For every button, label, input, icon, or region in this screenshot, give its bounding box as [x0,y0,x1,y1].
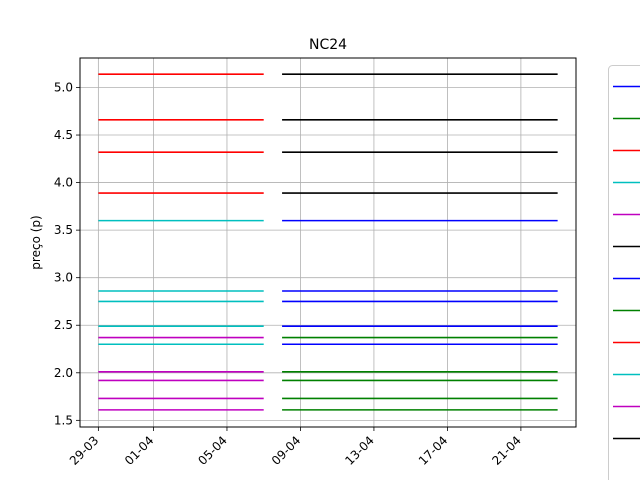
x-axis: 29-03 01-04 05-04 09-04 13-04 17-04 21-04 [67,427,524,468]
y-tick-label: 3.5 [54,223,73,237]
x-tick-label: 05-04 [195,433,230,468]
y-axis: 1.5 2.0 2.5 3.0 3.5 4.0 4.5 5.0 [54,80,80,427]
plot-frame [79,57,577,428]
chart-title: NC24 [309,37,347,53]
y-tick-label: 4.0 [54,176,73,190]
y-tick-label: 5.0 [54,80,73,94]
x-tick-label: 29-03 [67,433,102,468]
x-tick-label: 09-04 [269,433,304,468]
y-axis-label: preço (p) [29,215,43,269]
legend-box [608,65,640,480]
y-tick-label: 2.5 [54,318,73,332]
legend [608,65,640,480]
y-tick-label: 1.5 [54,413,73,427]
x-tick-label: 13-04 [342,433,377,468]
y-tick-label: 4.5 [54,128,73,142]
y-tick-label: 2.0 [54,366,73,380]
y-tick-label: 3.0 [54,271,73,285]
series-group [98,73,558,411]
x-tick-label: 01-04 [122,433,157,468]
x-tick-label: 17-04 [416,433,451,468]
x-tick-label: 21-04 [489,433,524,468]
